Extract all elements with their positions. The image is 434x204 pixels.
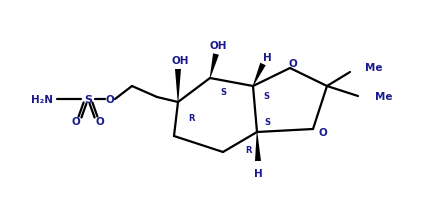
- Text: O: O: [288, 59, 297, 69]
- Text: R: R: [188, 114, 195, 123]
- Polygon shape: [254, 132, 260, 161]
- Text: O: O: [318, 127, 327, 137]
- Text: H: H: [253, 168, 262, 178]
- Text: R: R: [245, 146, 252, 155]
- Text: O: O: [72, 116, 80, 126]
- Text: H: H: [262, 53, 271, 63]
- Text: H₂N: H₂N: [31, 94, 53, 104]
- Polygon shape: [209, 54, 218, 79]
- Text: OH: OH: [171, 56, 188, 66]
- Text: S: S: [263, 92, 268, 101]
- Polygon shape: [174, 70, 181, 102]
- Text: O: O: [95, 116, 104, 126]
- Text: OH: OH: [209, 41, 226, 51]
- Text: S: S: [263, 118, 270, 127]
- Text: S: S: [84, 94, 92, 104]
- Text: Me: Me: [364, 63, 381, 73]
- Text: Me: Me: [374, 92, 391, 102]
- Polygon shape: [252, 63, 265, 87]
- Text: O: O: [105, 94, 114, 104]
- Text: S: S: [220, 88, 226, 97]
